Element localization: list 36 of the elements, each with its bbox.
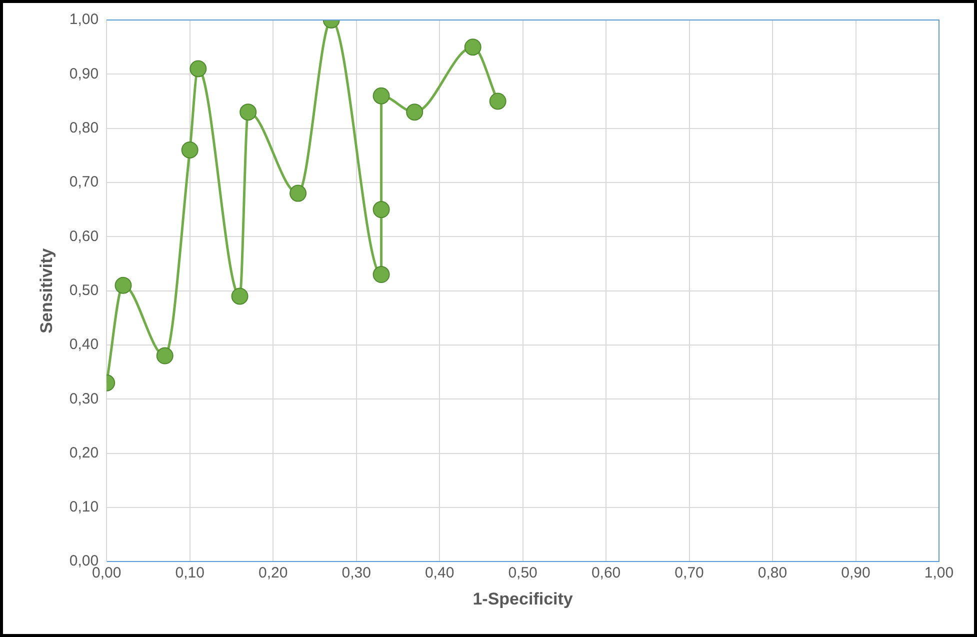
point: [240, 104, 257, 121]
x-tick-label: 0,20: [258, 564, 288, 582]
x-tick-label: 0,60: [591, 564, 621, 582]
point: [181, 141, 198, 158]
y-axis-title: Sensitivity: [36, 248, 56, 334]
y-tick-label: 0,20: [69, 444, 99, 462]
point: [190, 60, 207, 78]
x-tick-label: 0,70: [674, 564, 704, 582]
point: [406, 104, 424, 121]
y-tick-label: 0,70: [69, 174, 99, 191]
x-tick-label: 1,00: [924, 564, 954, 582]
x-tick-label: 0,10: [175, 564, 204, 582]
point: [464, 38, 482, 56]
point: [114, 276, 132, 294]
y-tick-label: 0,50: [69, 282, 99, 299]
y-tick-label: 0,30: [69, 390, 99, 408]
y-tick-label: 0,10: [69, 498, 99, 516]
x-tick-label: 0,00: [92, 564, 122, 582]
x-tick-label: 0,40: [424, 564, 454, 582]
point: [372, 201, 390, 218]
point: [372, 87, 390, 104]
x-tick-label: 0,90: [841, 564, 870, 582]
y-tick-label: 0,60: [69, 228, 99, 245]
y-tick-label: 1,00: [69, 11, 99, 28]
x-axis-title: 1-Specificity: [472, 589, 574, 608]
y-tick-label: 0,40: [69, 336, 99, 354]
x-tick-label: 0,30: [342, 564, 371, 582]
y-tick-label: 0,90: [69, 65, 99, 82]
x-tick-label: 0,50: [508, 564, 538, 582]
point: [290, 184, 307, 202]
x-tick-label: 0,80: [758, 564, 788, 582]
point: [372, 266, 390, 284]
point: [489, 92, 506, 110]
y-tick-label: 0,80: [69, 119, 99, 136]
point: [231, 288, 248, 305]
point: [156, 347, 174, 364]
